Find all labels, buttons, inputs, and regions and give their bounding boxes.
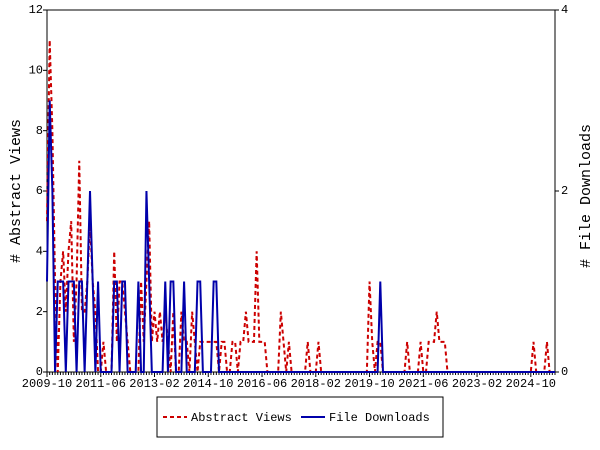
- x-tick-label: 2023-02: [452, 377, 502, 391]
- x-tick-label: 2014-10: [183, 377, 233, 391]
- x-tick-label: 2016-06: [237, 377, 287, 391]
- y-tick-label: 8: [36, 124, 43, 138]
- x-tick-label: 2024-10: [506, 377, 556, 391]
- y2-tick-label: 0: [561, 365, 568, 379]
- series-line: [46, 100, 555, 373]
- y-tick-label: 0: [36, 365, 43, 379]
- y-axis-label: # Abstract Views: [8, 119, 25, 263]
- series-line: [46, 40, 555, 373]
- x-tick-label: 2021-06: [398, 377, 448, 391]
- y2-axis-label: # File Downloads: [578, 124, 595, 268]
- legend-label: File Downloads: [329, 411, 430, 425]
- y-tick-label: 4: [36, 245, 43, 259]
- x-tick-label: 2013-02: [129, 377, 179, 391]
- legend-label: Abstract Views: [191, 411, 292, 425]
- y-tick-label: 2: [36, 305, 43, 319]
- y-tick-label: 12: [29, 3, 43, 17]
- x-tick-label: 2009-10: [22, 377, 72, 391]
- plot-frame: [46, 9, 556, 373]
- y-tick-label: 10: [29, 64, 43, 78]
- x-tick-label: 2018-02: [291, 377, 341, 391]
- legend-box: [156, 396, 444, 438]
- y2-tick-label: 4: [561, 3, 568, 17]
- y-tick-label: 6: [36, 184, 43, 198]
- y2-tick-label: 2: [561, 184, 568, 198]
- x-tick-label: 2011-06: [76, 377, 126, 391]
- x-tick-label: 2019-10: [344, 377, 394, 391]
